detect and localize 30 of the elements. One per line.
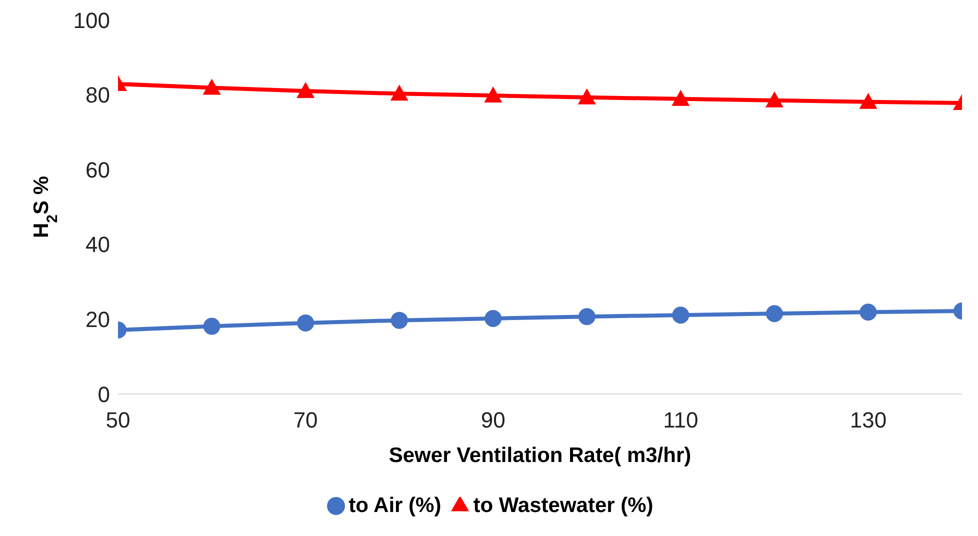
point [860,304,877,321]
point [297,314,314,332]
y-tick-label: 0 [98,382,110,407]
point [765,91,784,108]
point [202,78,221,95]
legend-label: to Air (%) [348,494,442,517]
y-tick-label: 100 [73,8,110,33]
point [484,310,502,327]
point [672,90,690,106]
point [859,92,878,109]
point [484,86,502,103]
point [296,82,315,98]
y-tick-label: 60 [86,157,110,182]
point [766,305,783,322]
x-tick-label: 130 [850,408,887,433]
y-tick-label: 20 [86,307,110,332]
y-tick-label: 40 [86,232,110,258]
point [390,84,408,101]
x-tick-label: 70 [293,408,318,433]
x-tick-label: 90 [480,408,506,433]
x-axis-title: Sewer Ventilation Rate( m3/hr) [388,444,692,467]
point [578,308,596,326]
point [578,88,596,104]
x-tick-label: 110 [663,408,698,433]
point [203,318,220,335]
y-tick-label: 80 [86,82,110,108]
legend-label: to Wastewater (%) [473,494,654,517]
point [672,306,690,324]
x-tick-label: 50 [106,408,130,433]
point [390,312,408,329]
